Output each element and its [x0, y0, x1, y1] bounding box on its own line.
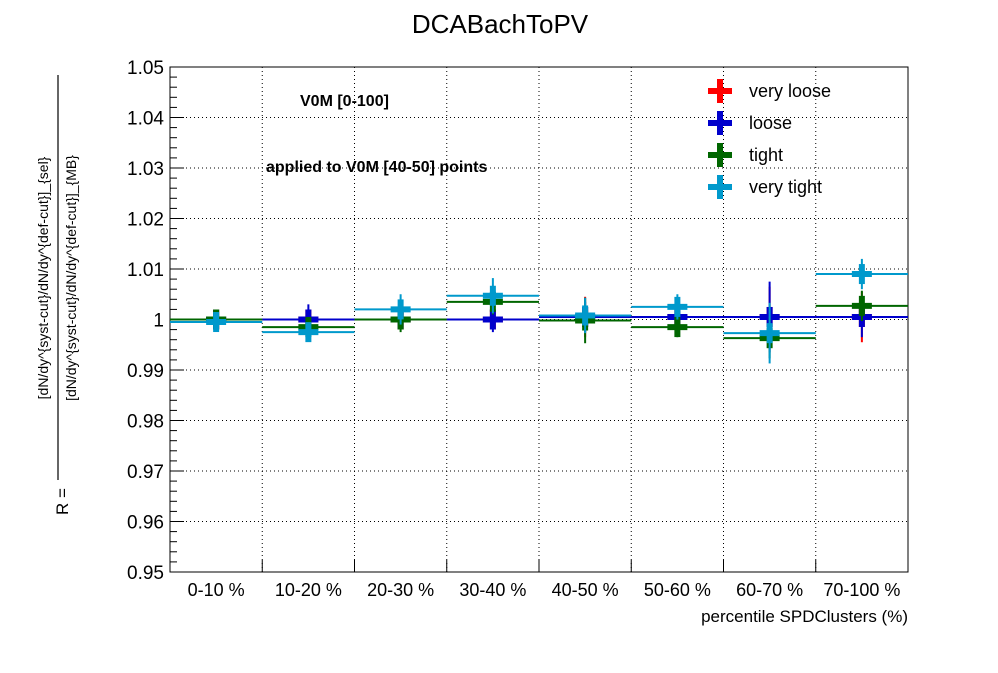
y-tick-label: 0.96	[127, 513, 164, 534]
annotation: applied to V0M [40-50] points	[266, 159, 487, 176]
y-axis-label-prefix: R =	[53, 488, 72, 515]
legend: very loose loose tight very tight	[708, 79, 831, 199]
legend-label: tight	[749, 145, 783, 165]
x-tick-label: 10-20 %	[275, 580, 342, 600]
x-tick-label: 20-30 %	[367, 580, 434, 600]
y-tick-label: 1.02	[127, 210, 164, 231]
x-tick-label: 50-60 %	[644, 580, 711, 600]
legend-label: loose	[749, 113, 792, 133]
y-tick-label: 1.04	[127, 109, 164, 130]
y-tick-label: 0.99	[127, 361, 164, 382]
y-tick-label: 0.95	[127, 563, 164, 584]
y-tick-label: 0.98	[127, 412, 164, 433]
y-tick-label: 1.05	[127, 58, 164, 79]
y-axis-label-numerator: [dN/dy^{syst-cut}/dN/dy^{def-cut}]_{sel}	[35, 156, 51, 399]
y-tick-label: 1.03	[127, 159, 164, 180]
x-tick-label: 30-40 %	[459, 580, 526, 600]
x-tick-label: 60-70 %	[736, 580, 803, 600]
chart-title: DCABachToPV	[412, 9, 589, 39]
x-tick-label: 0-10 %	[188, 580, 245, 600]
legend-label: very loose	[749, 81, 831, 101]
plot-area: 0.95 0.96 0.97 0.98 0.99 1 1.01 1.02 1.03 1.04 1.0…	[127, 58, 909, 600]
x-axis-label: percentile SPDClusters (%)	[701, 607, 908, 626]
x-tick-label: 70-100 %	[823, 580, 900, 600]
y-tick-label: 1	[153, 311, 164, 332]
y-tick-label: 0.97	[127, 462, 164, 483]
y-tick-label: 1.01	[127, 260, 164, 281]
legend-label: very tight	[749, 177, 822, 197]
x-tick-label: 40-50 %	[552, 580, 619, 600]
annotation: V0M [0-100]	[300, 93, 389, 110]
y-axis-label-denominator: [dN/dy^{syst-cut}/dN/dy^{def-cut}]_{MB}	[63, 155, 79, 401]
y-axis-label: R = [dN/dy^{syst-cut}/dN/dy^{def-cut}]_{…	[35, 75, 79, 515]
